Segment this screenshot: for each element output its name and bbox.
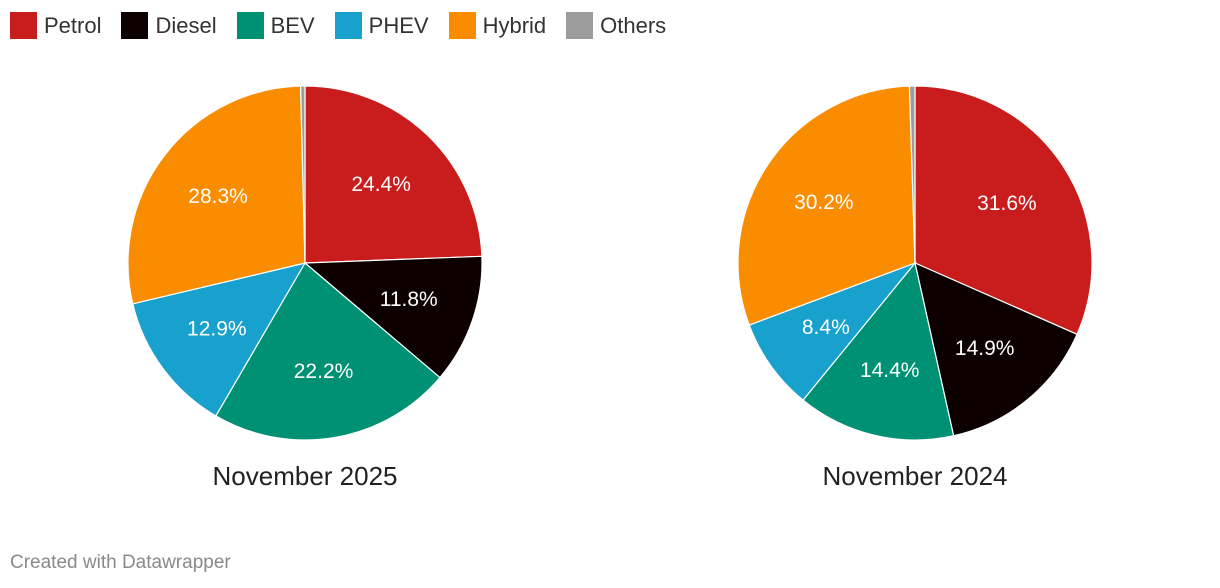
pie-slice-bev: [215, 262, 441, 441]
pie-slice-others: [299, 85, 306, 264]
pie-slice-phev: [132, 262, 307, 417]
data-label-petrol: 31.6%: [977, 192, 1037, 215]
legend: Petrol Diesel BEV PHEV Hybrid Others: [10, 12, 686, 39]
legend-label-diesel: Diesel: [155, 12, 217, 38]
legend-label-phev: PHEV: [368, 12, 429, 38]
pie-slice-phev: [748, 261, 917, 401]
legend-item-petrol: Petrol: [10, 12, 101, 39]
legend-label-others: Others: [600, 12, 667, 38]
data-label-petrol: 24.4%: [351, 173, 411, 196]
data-label-hybrid: 28.3%: [188, 185, 248, 208]
pie-chart-1: 31.6% 14.9% 14.4% 8.4% 30.2% November 2024: [737, 85, 1093, 491]
pie-slice-hybrid: [127, 85, 306, 305]
legend-swatch-others: [566, 12, 594, 39]
pie-chart-0: 24.4% 11.8% 22.2% 12.9% 28.3% November 2025: [127, 85, 483, 491]
pie-slice-petrol: [914, 85, 1093, 336]
legend-item-phev: PHEV: [334, 12, 429, 39]
legend-item-diesel: Diesel: [121, 12, 217, 39]
legend-swatch-diesel: [121, 12, 149, 39]
legend-label-petrol: Petrol: [44, 12, 102, 38]
data-label-phev: 12.9%: [187, 317, 247, 340]
pie-title-1: November 2024: [823, 461, 1008, 491]
data-label-diesel: 11.8%: [380, 288, 438, 311]
pie-slice-diesel: [914, 261, 1078, 437]
pie-title-0: November 2025: [213, 461, 398, 491]
pie-slice-bev: [802, 261, 955, 441]
legend-swatch-bev: [236, 12, 264, 39]
pie-slice-hybrid: [737, 85, 916, 326]
legend-item-others: Others: [566, 12, 666, 39]
legend-swatch-hybrid: [448, 12, 476, 39]
legend-item-hybrid: Hybrid: [448, 12, 547, 39]
pie-slice-others: [908, 85, 916, 264]
pie-slice-petrol: [304, 85, 483, 264]
legend-swatch-petrol: [10, 12, 37, 39]
data-label-phev: 8.4%: [802, 316, 850, 339]
footer-credit: Created with Datawrapper: [10, 552, 231, 573]
legend-label-bev: BEV: [270, 12, 315, 38]
data-label-bev: 22.2%: [294, 360, 354, 383]
legend-label-hybrid: Hybrid: [482, 12, 547, 38]
data-label-bev: 14.4%: [860, 359, 920, 382]
legend-swatch-phev: [334, 12, 362, 39]
data-label-hybrid: 30.2%: [794, 191, 854, 214]
pie-slice-diesel: [303, 255, 483, 379]
legend-item-bev: BEV: [236, 12, 315, 39]
data-label-diesel: 14.9%: [955, 337, 1015, 360]
